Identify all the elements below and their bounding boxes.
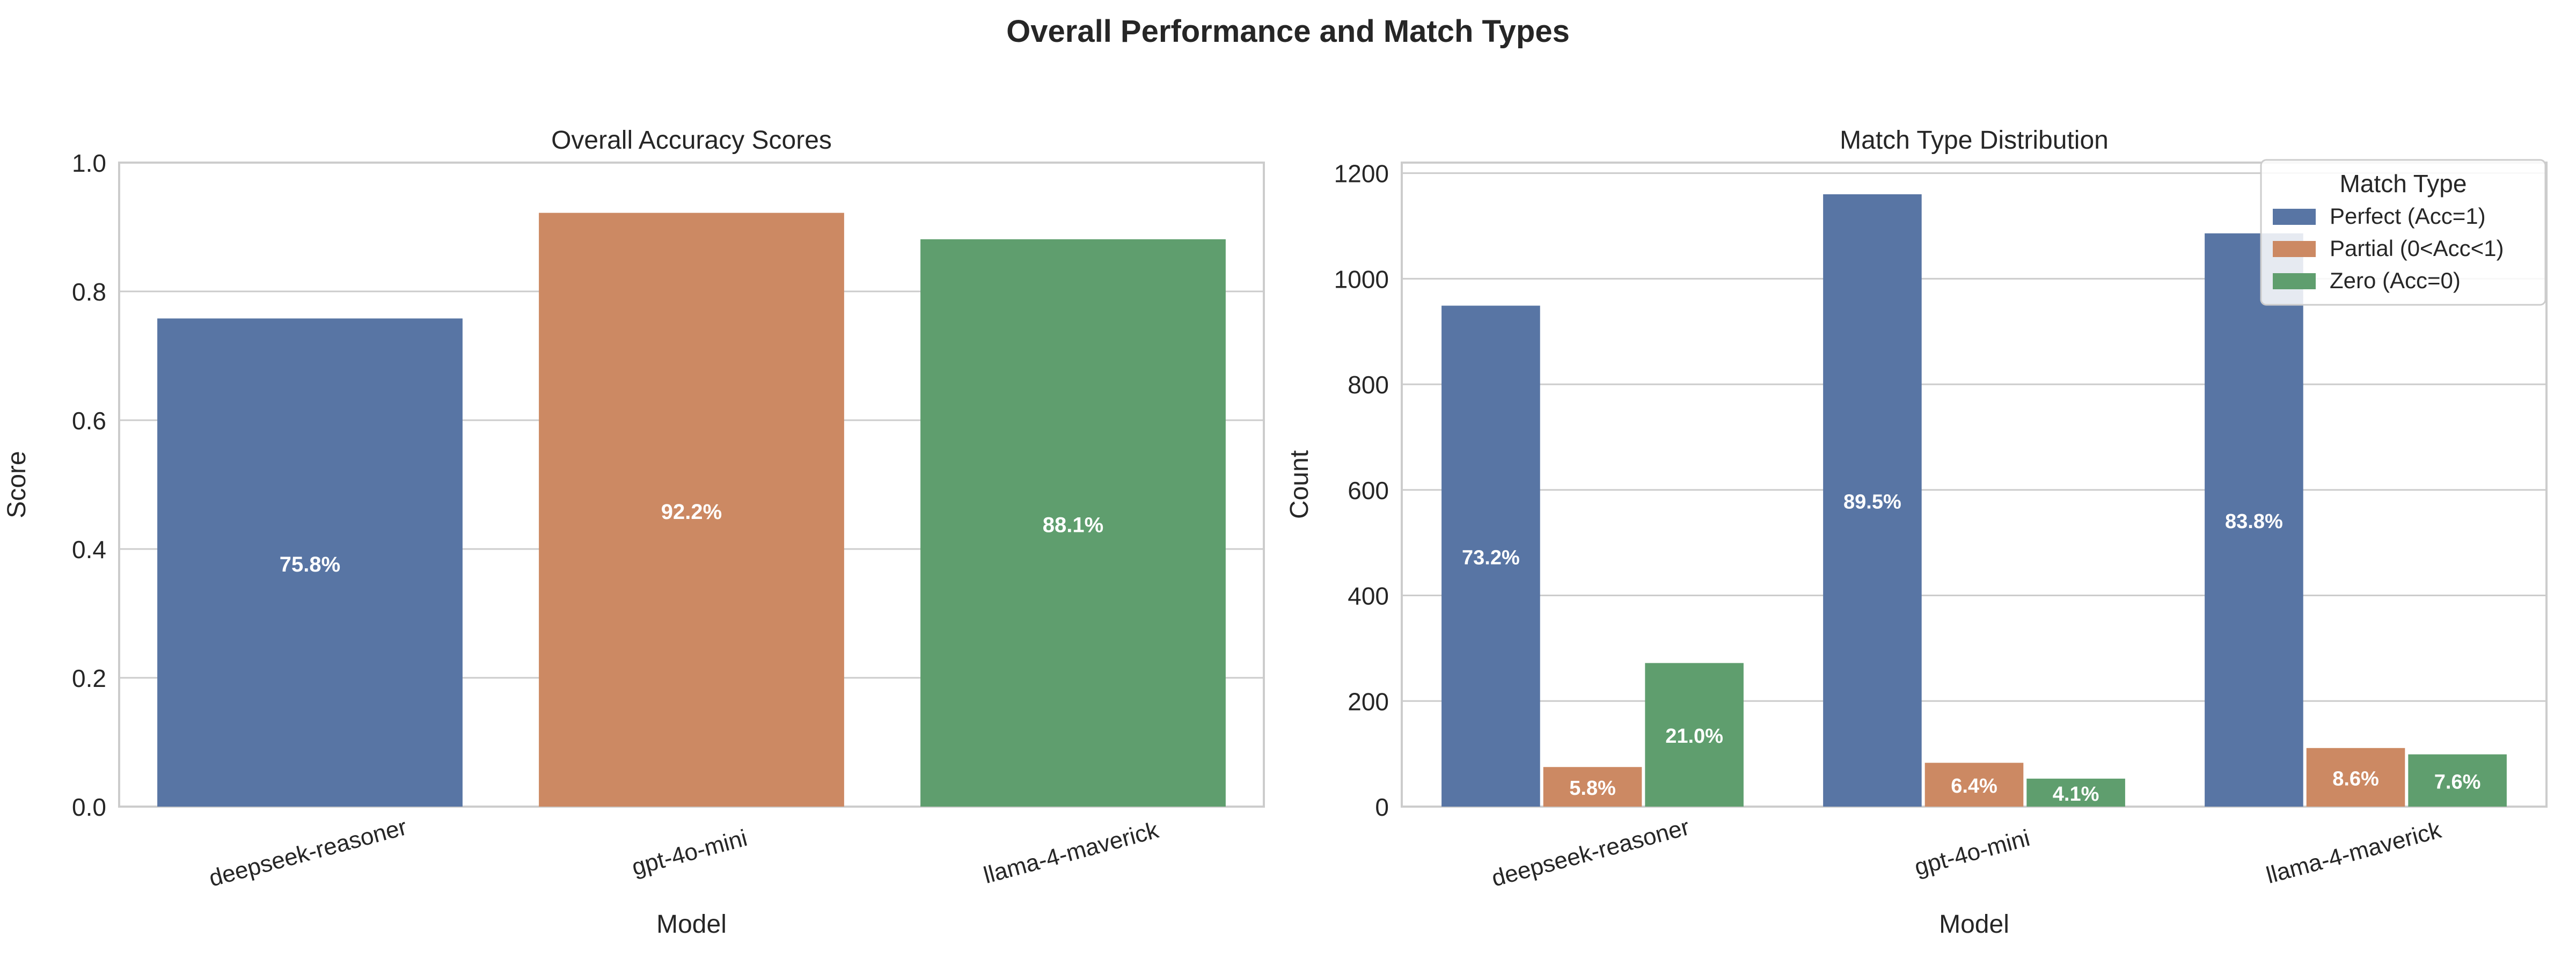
y-tick-label: 800 [1348, 371, 1389, 399]
bar-data-label: 6.4% [1951, 775, 1997, 797]
legend-entry: Perfect (Acc=1) [2330, 203, 2486, 229]
y-tick-label: 1000 [1334, 265, 1389, 293]
legend-swatch [2273, 241, 2316, 257]
bar [1543, 767, 1642, 807]
bar-data-label: 75.8% [280, 553, 340, 576]
y-tick-label: 0.4 [72, 536, 106, 564]
legend-entry: Zero (Acc=0) [2330, 268, 2461, 293]
y-tick-label: 0 [1375, 793, 1389, 821]
y-tick-label: 200 [1348, 687, 1389, 715]
bar-data-label: 92.2% [661, 500, 722, 524]
bar [2026, 778, 2125, 807]
chart-title: Match Type Distribution [1840, 126, 2109, 155]
x-tick-label: gpt-4o-mini [629, 825, 750, 881]
y-tick-label: 400 [1348, 582, 1389, 610]
legend-swatch [2273, 209, 2316, 225]
y-tick-label: 0.2 [72, 664, 106, 692]
legend-title: Match Type [2340, 170, 2467, 197]
bar [1441, 305, 1540, 807]
chart-title: Overall Accuracy Scores [551, 126, 832, 155]
accuracy-chart: 0.0 0.2 0.4 0.6 0.8 1.0 Overall Accuracy Score… [3, 126, 1265, 939]
bar-data-label: 88.1% [1043, 513, 1103, 537]
bar-data-label: 7.6% [2434, 771, 2481, 793]
x-tick-label: llama-4-maverick [981, 817, 1162, 889]
bar [1924, 763, 2024, 807]
legend-entry: Partial (0<Acc<1) [2330, 236, 2504, 261]
x-tick-label: llama-4-maverick [2264, 817, 2445, 889]
legend-swatch [2273, 273, 2316, 289]
y-tick-label: 0.8 [72, 278, 106, 306]
bar-data-label: 73.2% [1462, 546, 1520, 569]
bar-data-label: 21.0% [1665, 725, 1723, 748]
legend: Match Type Perfect (Acc=1) Partial (0<Acc<… [2260, 159, 2546, 306]
x-tick-label: gpt-4o-mini [1912, 825, 2032, 881]
y-axis-label: Score [3, 451, 31, 518]
bar-data-label: 8.6% [2332, 767, 2379, 790]
y-tick-label: 1.0 [72, 149, 106, 177]
match-type-chart: 0 200 400 600 800 1000 1200 Match Type Distribu… [1285, 126, 2548, 939]
bar [920, 239, 1226, 807]
x-axis-label: Model [1939, 910, 2009, 939]
y-tick-label: 0.0 [72, 793, 106, 821]
bar-data-label: 83.8% [2225, 510, 2283, 533]
y-tick-label: 600 [1348, 477, 1389, 504]
x-tick-label: deepseek-reasoner [1489, 814, 1692, 891]
bar [2408, 754, 2507, 807]
bar [539, 213, 844, 807]
bar [2306, 748, 2405, 807]
legend-frame [2260, 159, 2546, 306]
bar [157, 318, 463, 807]
y-tick-label: 1200 [1334, 160, 1389, 188]
bar-data-label: 4.1% [2053, 783, 2099, 806]
y-tick-label: 0.6 [72, 407, 106, 435]
y-axis-label: Count [1285, 450, 1314, 519]
figure-title: Overall Performance and Match Types [1006, 14, 1570, 49]
bar-data-label: 5.8% [1569, 777, 1616, 800]
bar-data-label: 89.5% [1843, 491, 1901, 514]
x-axis-label: Model [656, 910, 727, 939]
bar [2205, 233, 2303, 807]
bar [1823, 194, 1922, 807]
x-tick-label: deepseek-reasoner [206, 814, 409, 891]
bar [1645, 663, 1744, 807]
